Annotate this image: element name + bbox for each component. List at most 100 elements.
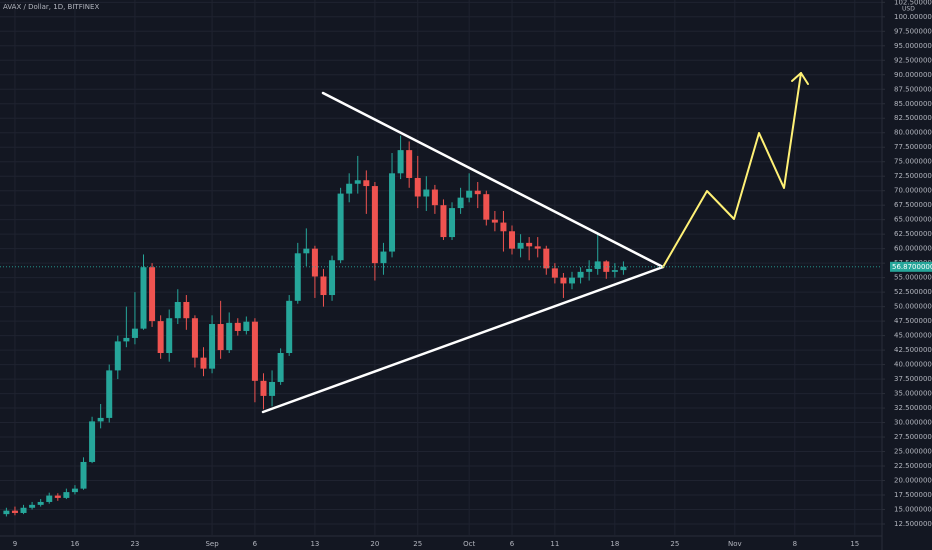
resistance-line [321, 91, 665, 269]
candle-body [543, 248, 550, 269]
candle-body [54, 495, 61, 498]
projection-arrowhead [791, 72, 809, 85]
candle-body [123, 337, 130, 342]
candle-body [534, 246, 541, 249]
x-tick-label: Oct [463, 540, 475, 548]
x-tick-label: 16 [70, 540, 79, 548]
candle-body [183, 301, 190, 319]
x-tick-label: 25 [413, 540, 422, 548]
candle-body [106, 370, 113, 418]
candle-body [337, 193, 344, 261]
candle-body [20, 507, 27, 513]
candle-body [200, 357, 207, 369]
candle-body [363, 180, 370, 187]
candle-body [620, 266, 627, 271]
candle-body [466, 190, 473, 198]
candle-body [251, 321, 258, 381]
y-tick-label: 85.00000000 [894, 100, 932, 108]
candle-body [329, 260, 336, 296]
candle-body [586, 268, 593, 272]
candle-body [269, 381, 276, 396]
candle-body [500, 222, 507, 232]
y-tick-label: 35.00000000 [894, 390, 932, 398]
y-tick-label: 77.50000000 [894, 143, 932, 151]
y-tick-label: 90.00000000 [894, 71, 932, 79]
candle-body [611, 270, 618, 272]
candle-body [577, 271, 584, 278]
x-tick-label: 8 [793, 540, 797, 548]
y-tick-label: 67.50000000 [894, 201, 932, 209]
candle-body [551, 268, 558, 278]
y-tick-label: 25.00000000 [894, 448, 932, 456]
candle-body [89, 421, 96, 462]
x-tick-label: Nov [728, 540, 742, 548]
y-tick-label: 30.00000000 [894, 419, 932, 427]
y-tick-label: 20.00000000 [894, 477, 932, 485]
x-tick-label: 9 [13, 540, 17, 548]
candle-body [157, 321, 164, 353]
y-tick-label: 102.50000000 [894, 0, 932, 6]
candle-body [149, 267, 156, 322]
candle-body [217, 324, 224, 351]
candle-body [46, 495, 53, 502]
candle-body [311, 248, 318, 277]
projection-path [662, 72, 802, 268]
grid [0, 0, 882, 535]
y-tick-label: 40.00000000 [894, 361, 932, 369]
candle-body [294, 253, 301, 301]
x-tick-label: 15 [850, 540, 859, 548]
candle-body [380, 251, 387, 264]
candle-body [474, 190, 481, 195]
x-tick-label: 20 [370, 540, 379, 548]
y-tick-label: 100.00000000 [894, 13, 932, 21]
x-tick-label: 25 [670, 540, 679, 548]
y-tick-label: 80.00000000 [894, 129, 932, 137]
candle-body [414, 177, 421, 197]
candle-body [243, 321, 250, 331]
y-tick-label: 22.50000000 [894, 462, 932, 470]
candle-body [226, 322, 233, 351]
candle-body [594, 261, 601, 269]
y-tick-label: 45.00000000 [894, 332, 932, 340]
y-tick-label: 62.50000000 [894, 230, 932, 238]
candle-body [191, 318, 198, 358]
candle-body [209, 324, 216, 369]
y-tick-label: 95.00000000 [894, 42, 932, 50]
y-tick-label: 72.50000000 [894, 172, 932, 180]
candle-body [526, 242, 533, 247]
x-tick-label: 6 [253, 540, 258, 548]
x-tick-label: 6 [510, 540, 515, 548]
candle-body [97, 417, 104, 422]
y-tick-label: 37.50000000 [894, 375, 932, 383]
candle-body [440, 205, 447, 238]
y-tick-label: 42.50000000 [894, 346, 932, 354]
candle-body [560, 277, 567, 284]
candle-body [371, 186, 378, 264]
candle-body [286, 300, 293, 353]
candle-body [29, 504, 36, 508]
candle-body [431, 189, 438, 206]
y-tick-label: 55.00000000 [894, 274, 932, 282]
y-tick-label: 32.50000000 [894, 404, 932, 412]
x-tick-label: 13 [310, 540, 319, 548]
y-tick-label: 87.50000000 [894, 85, 932, 93]
candle-body [449, 208, 456, 238]
candle-body [114, 341, 121, 371]
candle-body [457, 197, 464, 209]
candle-body [80, 461, 87, 489]
last-price-label: 56.87000000 [892, 263, 932, 271]
candle-body [423, 189, 430, 197]
candle-body [63, 492, 70, 498]
candle-body [166, 318, 173, 353]
candle-body [234, 322, 241, 331]
y-tick-label: 70.00000000 [894, 187, 932, 195]
y-tick-label: 52.50000000 [894, 288, 932, 296]
y-tick-label: 97.50000000 [894, 27, 932, 35]
y-tick-label: 12.50000000 [894, 520, 932, 528]
candle-body [277, 352, 284, 382]
axis-unit: USD [902, 6, 915, 13]
x-tick-label: 23 [130, 540, 139, 548]
y-tick-label: 50.00000000 [894, 303, 932, 311]
